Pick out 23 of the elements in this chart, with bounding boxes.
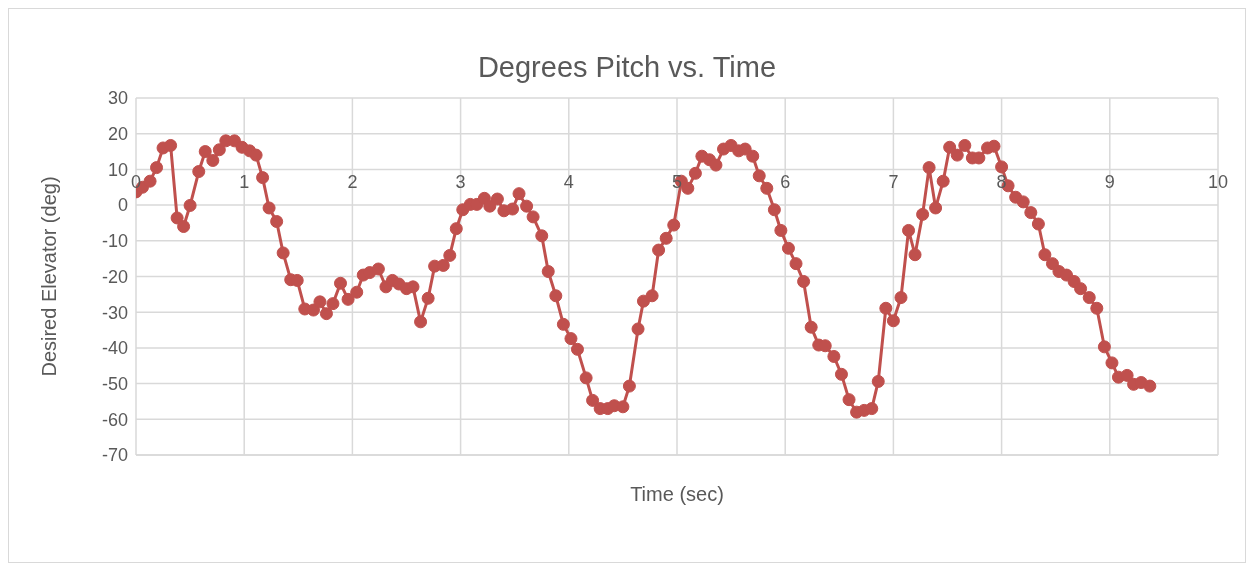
y-tick-label: -30 [101,302,128,323]
y-tick-label: -50 [101,373,128,394]
x-tick-label: 1 [239,172,250,193]
y-tick-label: 20 [107,124,128,145]
x-tick-label: 2 [347,172,358,193]
x-tick-label: 3 [455,172,466,193]
y-tick-label: -20 [101,266,128,287]
x-tick-label: 9 [1104,172,1115,193]
x-tick-label: 6 [780,172,791,193]
x-tick-label: 4 [563,172,574,193]
y-tick-label: -70 [101,445,128,466]
y-tick-label: -40 [101,338,128,359]
chart-title: Degrees Pitch vs. Time [476,51,778,84]
x-tick-label: 0 [130,172,142,193]
y-tick-label: -10 [101,231,128,252]
y-tick-label: 0 [117,195,128,216]
y-axis-title: Desired Elevator (deg) [38,176,61,377]
y-tick-label: 10 [107,159,128,180]
y-tick-label: 30 [107,88,128,109]
x-tick-label: 7 [888,172,899,193]
y-tick-label: -60 [101,409,128,430]
x-tick-label: 10 [1207,172,1229,193]
x-axis-title: Time (sec) [630,483,724,505]
